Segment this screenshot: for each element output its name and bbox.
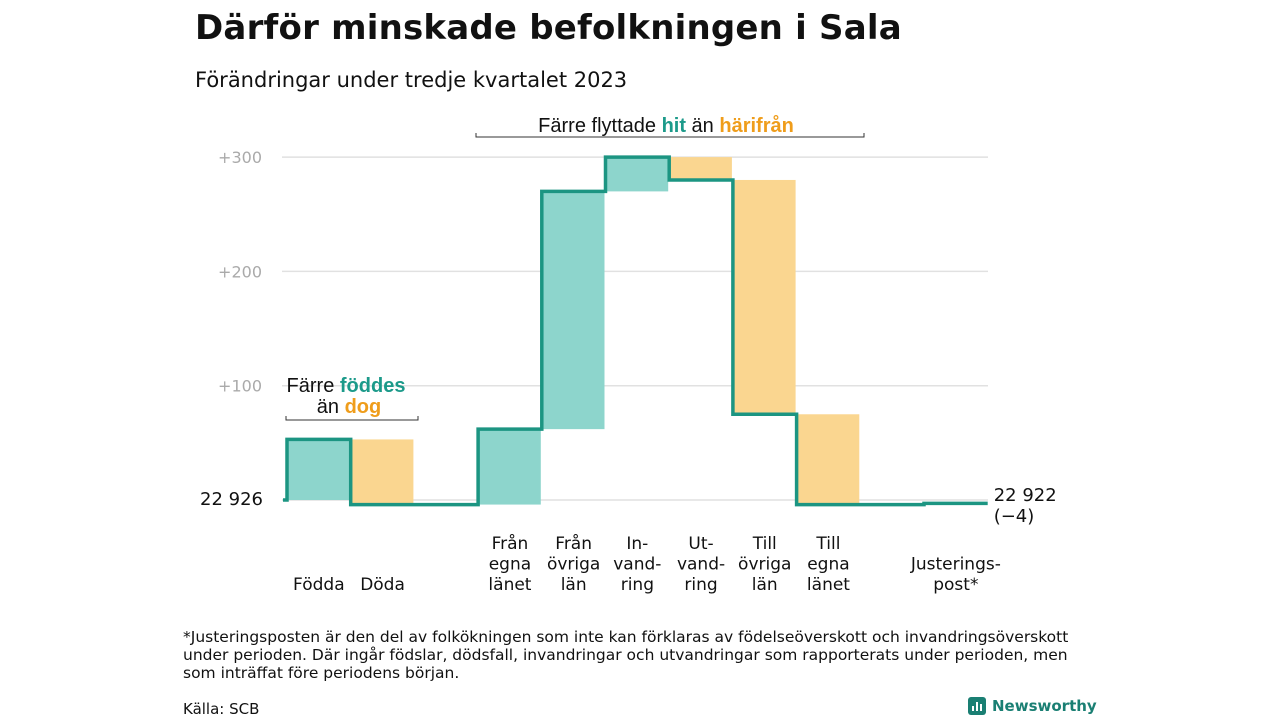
category-label-1-0: Döda	[360, 575, 405, 595]
category-label-7-0: Till	[752, 534, 777, 554]
y-tick-label-0: +100	[218, 377, 262, 396]
category-label-7-1: övriga	[738, 555, 791, 575]
category-label-3-1: egna	[489, 555, 531, 575]
y-tick-label-1: +200	[218, 262, 262, 281]
annotation-left-text2: än	[317, 396, 345, 418]
bar-4	[542, 191, 605, 430]
category-label-0-0: Födda	[293, 575, 345, 595]
category-label-10-0: Justerings-	[910, 555, 1001, 575]
bar-1	[351, 439, 414, 505]
category-label-3-0: Från	[492, 533, 529, 554]
category-label-8-1: egna	[807, 555, 849, 575]
bar-8	[797, 414, 860, 505]
y-tick-label-2: +300	[218, 148, 262, 167]
bar-6	[670, 157, 732, 180]
category-label-5-2: ring	[621, 575, 654, 595]
bar-3	[479, 429, 541, 505]
category-label-4-0: Från	[555, 533, 592, 554]
category-label-5-0: In-	[626, 534, 648, 554]
category-label-6-0: Ut-	[688, 534, 713, 554]
brand-logo: Newsworthy	[968, 697, 1097, 715]
category-label-4-1: övriga	[547, 555, 600, 575]
annotation-top-bracket	[475, 133, 865, 138]
category-labels: Födda DödaFrånegnalänetFrånövrigalänIn-va…	[293, 533, 1001, 595]
category-label-4-2: län	[561, 575, 587, 595]
annotation-left-text1: Färre	[287, 375, 340, 397]
end-value-label: 22 922	[994, 485, 1057, 506]
waterfall-chart: +100 +200 +300 22 926 22 922(−4) Födda Döda Frå…	[200, 114, 1057, 595]
category-label-5-1: vand-	[613, 555, 661, 575]
annotation-top-part-3: härifrån	[719, 114, 793, 137]
bars	[288, 157, 860, 505]
footnote: *Justeringsposten är den del av folkökni…	[183, 628, 1069, 682]
category-label-7-2: län	[752, 575, 778, 595]
bar-chart-icon	[968, 697, 986, 715]
annotation-top-part-0: Färre flyttade	[538, 115, 661, 137]
annotation-top-part-1: hit	[662, 115, 687, 137]
end-change-label: (−4)	[994, 506, 1035, 527]
annotation-left-line1: Färre föddes	[287, 375, 406, 397]
bar-5	[606, 157, 669, 192]
annotation-left-foddes: föddes	[340, 375, 406, 397]
annotation-left-line2: än dog	[317, 396, 381, 418]
chart-subtitle: Förändringar under tredje kvartalet 2023	[195, 68, 628, 92]
annotation-left-dog: dog	[345, 396, 382, 418]
cumulative-step-line	[283, 155, 988, 507]
category-label-3-2: länet	[488, 575, 531, 595]
category-label-8-2: länet	[807, 575, 850, 595]
annotation-left-bracket	[285, 416, 419, 421]
bar-7	[733, 179, 796, 415]
category-label-6-2: ring	[684, 575, 717, 595]
annotation-top-part-2: än	[686, 115, 719, 137]
bar-0	[288, 439, 350, 500]
brand-name: Newsworthy	[992, 697, 1097, 715]
category-label-8-0: Till	[815, 534, 840, 554]
start-value-label: 22 926	[200, 489, 263, 510]
annotation-top: Färre flyttade hit än härifrån	[538, 114, 794, 137]
source-label: Källa: SCB	[183, 700, 260, 718]
category-label-10-1: post*	[933, 575, 978, 595]
chart-title: Därför minskade befolkningen i Sala	[195, 8, 902, 48]
category-label-6-1: vand-	[677, 555, 725, 575]
